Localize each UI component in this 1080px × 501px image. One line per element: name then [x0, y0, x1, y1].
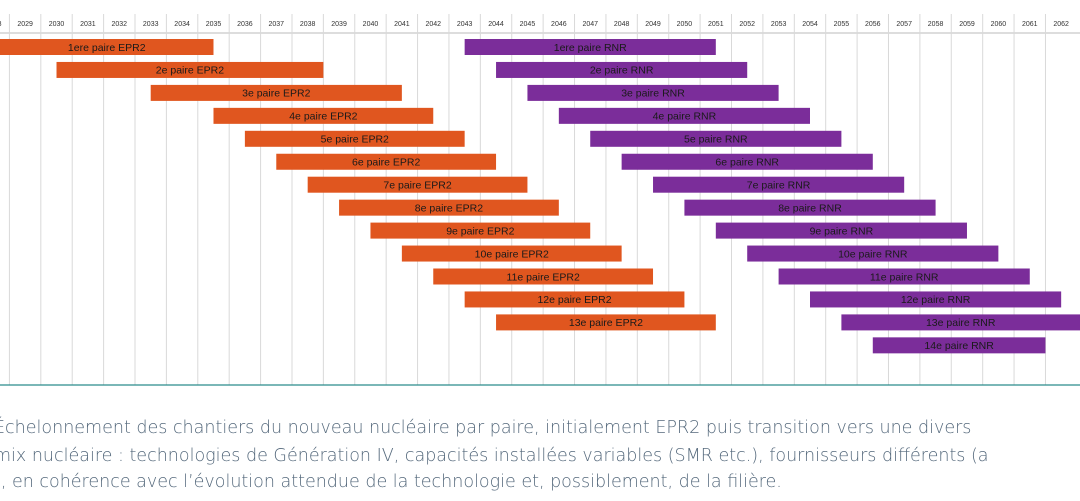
x-tick-label: 2041 [394, 21, 410, 28]
bar-label: 6e paire EPR2 [352, 157, 420, 169]
bar-label: 13e paire EPR2 [569, 317, 643, 329]
gantt-bar [433, 268, 654, 285]
gantt-bar [213, 107, 434, 124]
gantt-bar [527, 84, 779, 101]
gantt-bar [496, 61, 748, 78]
x-tick-label: 2030 [49, 21, 65, 28]
x-tick-label: 2045 [520, 21, 536, 28]
bar-label: 4e paire RNR [653, 111, 717, 123]
x-tick-label: 2056 [865, 21, 881, 28]
x-tick-label: 2029 [17, 21, 33, 28]
bar-label: 1ere paire EPR2 [68, 42, 146, 54]
bar-label: 10e paire EPR2 [475, 248, 549, 260]
gantt-bar [496, 314, 716, 331]
x-tick-label: 2057 [896, 21, 912, 28]
x-tick-label: 2049 [645, 21, 661, 28]
gantt-bar [244, 130, 465, 147]
x-tick-label: 2032 [112, 21, 128, 28]
x-tick-label: 2050 [677, 21, 693, 28]
bar-label: 1ere paire RNR [554, 42, 627, 54]
x-tick-label: 2058 [928, 21, 944, 28]
bar-label: 8e paire RNR [778, 202, 842, 214]
x-tick-label: 2062 [1053, 21, 1069, 28]
bar-label: 6e paire RNR [715, 157, 779, 169]
x-tick-label: 2048 [614, 21, 630, 28]
caption-line: mix nucléaire : technologies de Générati… [0, 446, 989, 466]
gantt-bar [684, 199, 936, 216]
x-tick-label: 2031 [80, 21, 96, 28]
gantt-bar [370, 222, 591, 239]
x-tick-label: 2052 [739, 21, 755, 28]
chart: 2028 2029 2030 2031 2032 2033 2034 2035 2036 2037… [0, 14, 1080, 386]
gantt-bar [464, 39, 716, 55]
bar-label: 12e paire RNR [901, 294, 971, 306]
bar-label: 7e paire RNR [747, 179, 811, 191]
bar-label: 3e paire RNR [621, 88, 685, 100]
x-tick-label: 2061 [1022, 21, 1038, 28]
x-tick-label: 2034 [174, 21, 190, 28]
gantt-bar [307, 176, 528, 193]
gantt-bar [715, 222, 967, 239]
x-tick-label: 2044 [488, 21, 504, 28]
gantt-bar [810, 291, 1062, 308]
caption-line: ), en cohérence avec l’évolution attendu… [0, 472, 782, 492]
bar-label: 10e paire RNR [838, 248, 908, 260]
bar-label: 12e paire EPR2 [537, 294, 611, 306]
x-tick-label: 2028 [0, 21, 2, 28]
bar-label: 2e paire RNR [590, 65, 654, 77]
gantt-bar [778, 268, 1030, 285]
caption-line: Échelonnement des chantiers du nouveau n… [0, 418, 972, 438]
x-tick-label: 2036 [237, 21, 253, 28]
x-tick-label: 2039 [331, 21, 347, 28]
gantt-bar [621, 153, 873, 170]
gantt-bar [872, 337, 1046, 354]
bar-label: 2e paire EPR2 [156, 65, 224, 77]
x-tick-label: 2035 [206, 21, 222, 28]
x-tick-label: 2051 [708, 21, 724, 28]
gantt-bar [558, 107, 810, 124]
bar-label: 7e paire EPR2 [383, 179, 451, 191]
x-tick-label: 2047 [582, 21, 598, 28]
bar-label: 9e paire RNR [810, 225, 874, 237]
gantt-bar [653, 176, 905, 193]
gantt-bar [339, 199, 559, 216]
x-tick-label: 2043 [457, 21, 473, 28]
gantt-bar [56, 61, 324, 78]
bar-label: 3e paire EPR2 [242, 88, 310, 100]
bar-label: 14e paire RNR [924, 340, 994, 352]
x-tick-label: 2042 [425, 21, 441, 28]
bar-label: 5e paire EPR2 [321, 134, 389, 146]
x-tick-label: 2060 [991, 21, 1007, 28]
gantt-bar [464, 291, 685, 308]
x-tick-label: 2046 [551, 21, 567, 28]
gantt-bar [0, 39, 214, 55]
gantt-bar [590, 130, 842, 147]
x-tick-label: 2040 [363, 21, 379, 28]
bar-label: 11e paire RNR [870, 271, 939, 283]
gantt-bar [150, 84, 402, 101]
bar-label: 9e paire EPR2 [446, 225, 514, 237]
x-tick-label: 2038 [300, 21, 316, 28]
x-tick-label: 2053 [771, 21, 787, 28]
bar-label: 5e paire RNR [684, 134, 748, 146]
bar-label: 8e paire EPR2 [415, 202, 483, 214]
x-tick-label: 2055 [834, 21, 850, 28]
gantt-bar [841, 314, 1080, 331]
x-tick-label: 2033 [143, 21, 159, 28]
bar-label: 11e paire EPR2 [506, 271, 580, 283]
x-tick-label: 2054 [802, 21, 818, 28]
bar-label: 13e paire RNR [926, 317, 996, 329]
gantt-bar [401, 245, 622, 262]
x-tick-label: 2059 [959, 21, 975, 28]
gantt-bar [747, 245, 999, 262]
x-tick-label: 2037 [268, 21, 284, 28]
bar-label: 4e paire EPR2 [289, 111, 357, 123]
gantt-bar [276, 153, 497, 170]
